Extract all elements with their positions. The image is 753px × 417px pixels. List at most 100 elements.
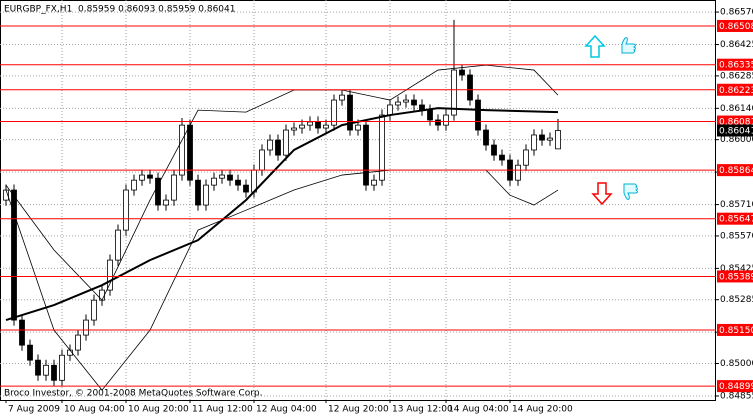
candle-body xyxy=(355,124,361,131)
x-tick-label: 14 Aug 20:00 xyxy=(512,405,573,415)
y-tick-label: 0.86285 xyxy=(720,71,753,81)
candle-body xyxy=(291,127,297,131)
level-label-box xyxy=(717,83,753,96)
last-price-box xyxy=(717,124,753,137)
candle-body xyxy=(27,344,33,361)
candle-body xyxy=(459,69,465,76)
level-label: 0.85389 xyxy=(719,272,753,282)
level-label-box xyxy=(717,164,753,177)
candle-body xyxy=(539,134,545,141)
candle-body xyxy=(235,179,241,186)
candle-body xyxy=(267,139,273,151)
candle-body xyxy=(163,199,169,206)
candle-body xyxy=(395,101,401,106)
candle-body xyxy=(59,354,65,381)
y-tick-label: 0.85425 xyxy=(720,264,753,274)
candle-body xyxy=(499,154,505,161)
candle-body xyxy=(555,130,561,150)
candle-body xyxy=(115,229,121,261)
x-tick-label: 10 Aug 20:00 xyxy=(128,405,189,415)
candle-body xyxy=(363,124,369,186)
candle-body xyxy=(179,124,185,176)
candle-body xyxy=(491,144,497,156)
candle-body xyxy=(171,174,177,201)
candle-body xyxy=(107,259,113,291)
level-label-box xyxy=(717,270,753,283)
candle-body xyxy=(147,174,153,179)
candle-body xyxy=(51,364,57,381)
candle-body xyxy=(339,94,345,101)
y-tick-label: 0.86425 xyxy=(720,40,753,50)
candle-body xyxy=(283,129,289,156)
candle-body xyxy=(219,174,225,179)
last-price-label: 0.86041 xyxy=(719,126,753,136)
level-label: 0.86508 xyxy=(719,22,753,32)
candle-body xyxy=(467,74,473,101)
candle-body xyxy=(123,189,129,231)
candle-body xyxy=(139,174,145,181)
candle-body xyxy=(331,99,337,126)
candle-body xyxy=(547,137,553,141)
level-label: 0.86223 xyxy=(719,86,753,96)
y-tick-label: 0.84855 xyxy=(720,391,753,401)
x-tick-label: 14 Aug 04:00 xyxy=(448,405,509,415)
x-tick-label: 7 Aug 2009 xyxy=(8,405,60,415)
level-label: 0.84899 xyxy=(719,382,753,392)
chart-title: EURGBP_FX,H1 0.85959 0.86093 0.85959 0.8… xyxy=(4,5,235,15)
level-label-box xyxy=(717,380,753,393)
candle-body xyxy=(155,177,161,206)
watermark: Broco Investor, © 2001-2008 MetaQuotes S… xyxy=(4,389,263,399)
candle-body xyxy=(211,177,217,186)
candle-body xyxy=(43,364,49,376)
candle-body xyxy=(195,179,201,206)
candle-body xyxy=(307,121,313,126)
candle-body xyxy=(315,121,321,129)
candle-body xyxy=(35,359,41,376)
candle-body xyxy=(75,334,81,351)
signal-down xyxy=(591,182,638,206)
candle-body xyxy=(427,109,433,121)
x-tick-label: 11 Aug 12:00 xyxy=(192,405,253,415)
candle-body xyxy=(443,114,449,126)
x-tick-label: 10 Aug 04:00 xyxy=(64,405,125,415)
candle-body xyxy=(275,139,281,156)
candle-body xyxy=(411,99,417,106)
candle-body xyxy=(187,124,193,181)
level-label: 0.86081 xyxy=(719,118,753,128)
candle-body xyxy=(371,179,377,186)
level-label-box xyxy=(717,58,753,71)
candle-body xyxy=(91,299,97,321)
candle-body xyxy=(347,94,353,131)
candle-body xyxy=(515,164,521,181)
x-tick-label: 12 Aug 04:00 xyxy=(256,405,317,415)
candle-body xyxy=(387,104,393,116)
level-label-box xyxy=(717,323,753,336)
level-label-box xyxy=(717,19,753,32)
level-label-box xyxy=(717,212,753,225)
candle-body xyxy=(403,99,409,103)
candle-body xyxy=(259,149,265,171)
candle-body xyxy=(203,184,209,206)
candle-body xyxy=(323,124,329,129)
candle-body xyxy=(83,319,89,336)
level-label: 0.85150 xyxy=(719,326,753,336)
candle-body xyxy=(131,179,137,191)
candle-body xyxy=(451,69,457,116)
signal-up xyxy=(584,34,636,58)
indicator-line xyxy=(5,169,559,391)
candle-body xyxy=(11,189,17,321)
candle-body xyxy=(523,149,529,166)
level-label: 0.85647 xyxy=(719,215,753,225)
candle-body xyxy=(483,129,489,146)
level-label: 0.85864 xyxy=(719,166,753,176)
candle-body xyxy=(379,114,385,181)
level-label: 0.86335 xyxy=(719,61,753,71)
indicator-line xyxy=(5,107,559,322)
